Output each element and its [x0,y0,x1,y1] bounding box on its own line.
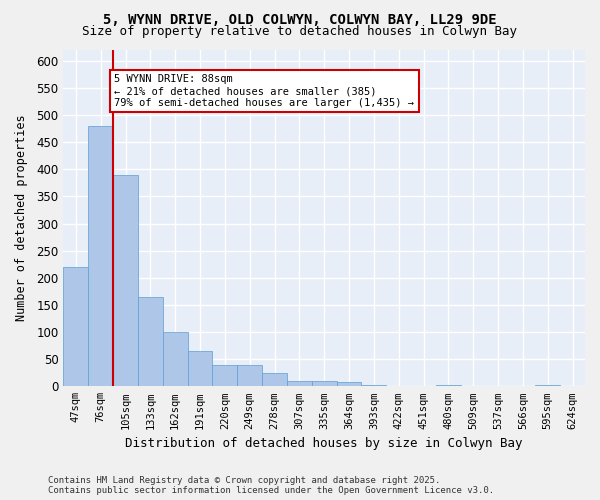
Bar [188,351,212,386]
Bar [337,382,361,386]
Bar [237,364,262,386]
Text: 5 WYNN DRIVE: 88sqm
← 21% of detached houses are smaller (385)
79% of semi-detac: 5 WYNN DRIVE: 88sqm ← 21% of detached ho… [115,74,415,108]
Bar [287,381,312,386]
Bar [88,126,113,386]
Bar [312,381,337,386]
Bar [212,364,237,386]
Bar [361,384,386,386]
Bar [113,175,138,386]
Text: Size of property relative to detached houses in Colwyn Bay: Size of property relative to detached ho… [83,25,517,38]
Text: 5, WYNN DRIVE, OLD COLWYN, COLWYN BAY, LL29 9DE: 5, WYNN DRIVE, OLD COLWYN, COLWYN BAY, L… [103,12,497,26]
Bar [138,297,163,386]
X-axis label: Distribution of detached houses by size in Colwyn Bay: Distribution of detached houses by size … [125,437,523,450]
Bar [64,267,88,386]
Bar [262,372,287,386]
Y-axis label: Number of detached properties: Number of detached properties [15,115,28,322]
Bar [436,384,461,386]
Bar [535,384,560,386]
Text: Contains HM Land Registry data © Crown copyright and database right 2025.
Contai: Contains HM Land Registry data © Crown c… [48,476,494,495]
Bar [163,332,188,386]
